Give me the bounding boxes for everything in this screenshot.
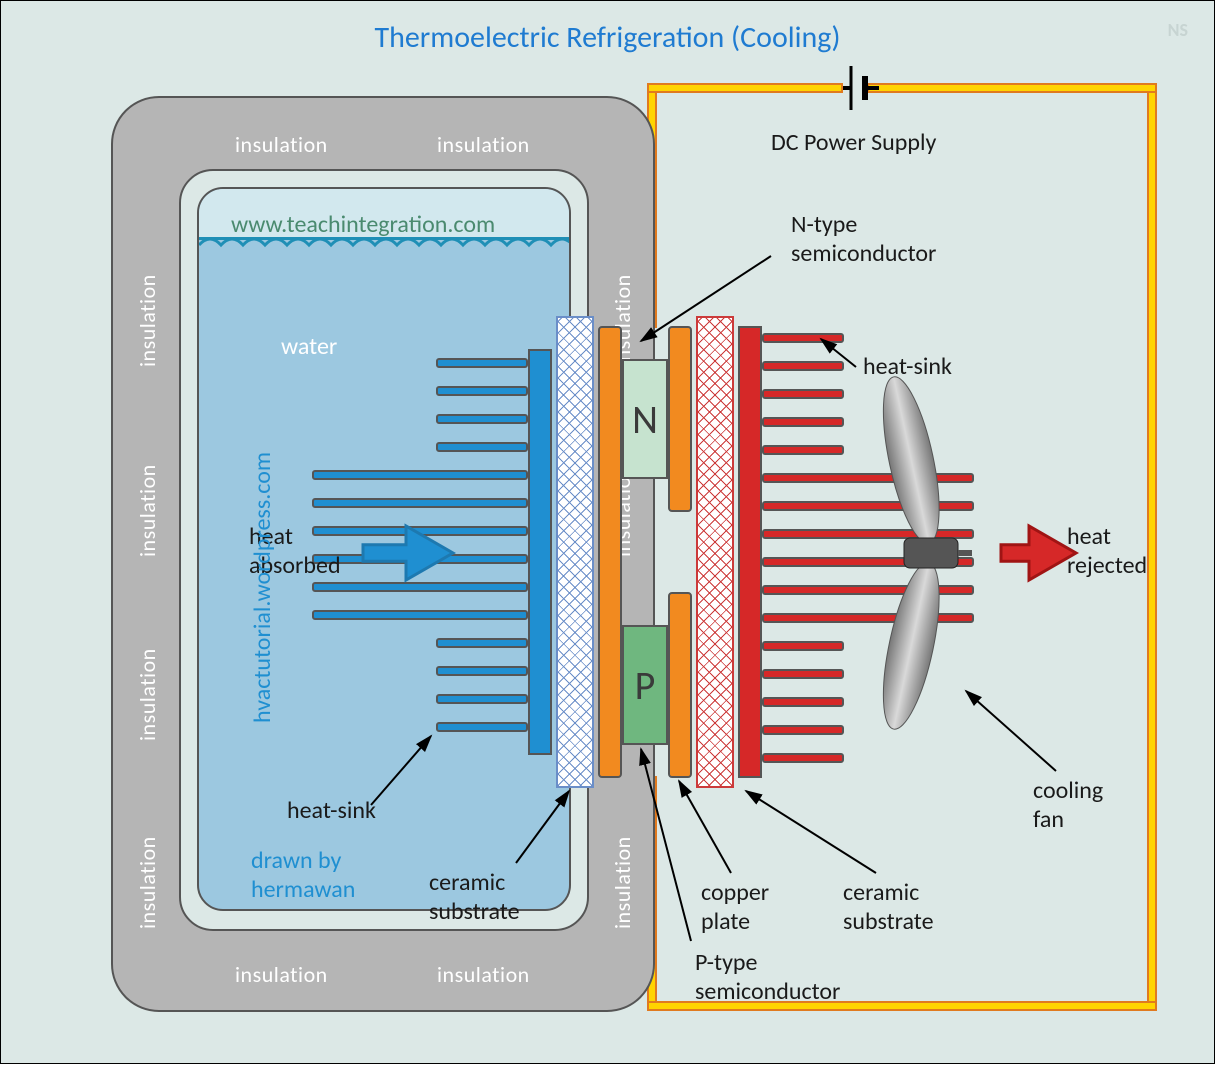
copper-plate-label: copper plate [701,879,769,937]
insulation-label: insulation [134,648,161,741]
p-type-label: P-type semiconductor [695,949,840,1007]
cold-heatsink-fin [436,722,528,732]
cooling-fan-icon [891,378,971,728]
cold-heatsink-fin [312,582,528,592]
hot-heatsink-fin [762,669,844,679]
insulation-label: insulation [437,131,530,158]
ceramic-substrate-cold [556,316,594,788]
cold-heatsink-fin [436,638,528,648]
hot-heatsink-base [738,326,762,778]
url-label: www.teachintegration.com [231,211,495,240]
cold-heatsink-fin [312,610,528,620]
heat-absorbed-arrow-icon [359,523,469,583]
credit-label: drawn by hermawan [251,847,355,905]
diagram-title: Thermoelectric Refrigeration (Cooling) [1,19,1214,56]
hot-heatsink-fin [762,445,844,455]
wire-right_horiz_top [867,83,1157,93]
hot-heatsink-fin [762,389,844,399]
ceramic-hot-label: ceramic substrate [843,879,934,937]
cold-heatsink-fin [436,442,528,452]
dc-power-label: DC Power Supply [771,129,936,158]
n-type-label: N-type semiconductor [791,211,936,269]
heatsink-cold-label: heat-sink [287,797,376,826]
insulation-label: insulation [235,961,328,988]
insulation-label: insulation [134,464,161,557]
insulation-label: insulation [437,961,530,988]
diagram-canvas: NS Thermoelectric Refrigeration (Cooling… [0,0,1215,1064]
cooling-fan-label: cooling fan [1033,777,1103,835]
water-label: water [281,333,337,362]
hot-heatsink-fin [762,333,844,343]
insulation-label: insulation [235,131,328,158]
cold-heatsink-fin [436,414,528,424]
hot-heatsink-fin [762,753,844,763]
heat-rejected-label: heat rejected [1067,523,1147,581]
hot-heatsink-fin [762,725,844,735]
cold-heatsink-fin [312,498,528,508]
n-type-semiconductor: N [622,359,668,479]
ceramic-substrate-hot [696,316,734,788]
battery-icon [831,60,891,116]
copper-plate-right-top [668,326,692,512]
heatsink-hot-label: heat-sink [863,353,952,382]
copper-plate-left [598,326,622,778]
wire-right_vert [1147,83,1157,1011]
ceramic-cold-label: ceramic substrate [429,869,520,927]
cold-heatsink-fin [436,694,528,704]
wire-top_horiz [647,83,843,93]
cold-heatsink-fin [436,666,528,676]
insulation-label: insulation [134,836,161,929]
hot-heatsink-fin [762,417,844,427]
p-type-semiconductor: P [622,625,668,745]
hot-heatsink-fin [762,697,844,707]
cold-heatsink-fin [436,386,528,396]
credit-url-label: hvactutorial.wordpress.com [249,452,278,723]
cold-heatsink-fin [436,358,528,368]
insulation-label: insulation [134,274,161,367]
copper-plate-right-bottom [668,592,692,778]
cold-heatsink-base [528,349,552,755]
hot-heatsink-fin [762,641,844,651]
cold-heatsink-fin [312,470,528,480]
hot-heatsink-fin [762,361,844,371]
insulation-label: insulation [609,836,636,929]
